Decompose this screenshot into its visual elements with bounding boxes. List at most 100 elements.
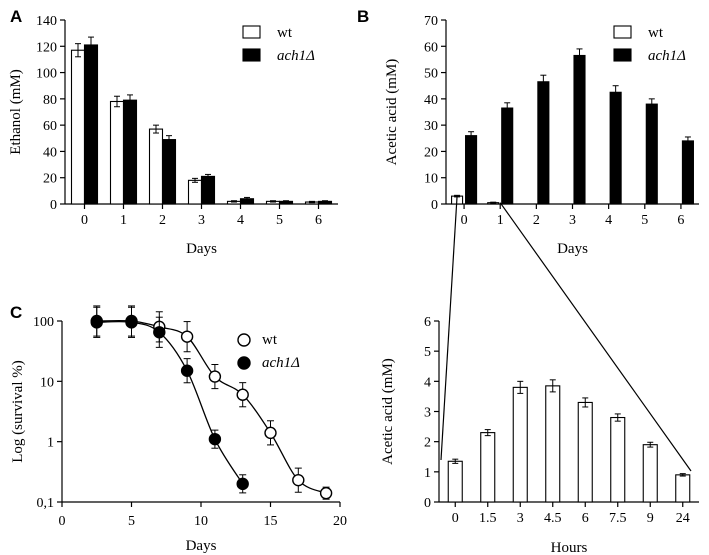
y-tick-label: 30 xyxy=(424,119,438,134)
x-tick-label: 15 xyxy=(264,514,278,529)
x-tick-label: 0 xyxy=(452,511,459,526)
legend-label-ach1Δ: ach1Δ xyxy=(277,48,315,64)
bar-wt-1 xyxy=(109,100,125,205)
y-tick-label: 20 xyxy=(424,145,438,160)
x-tick-label: 5 xyxy=(276,213,283,228)
chart-B: 0 10 20 30 40 50 60 70 0 1 2 3 4 5 6 Days Acetic acid (m… xyxy=(384,14,699,257)
y-tick-label: 0 xyxy=(424,496,431,511)
bar-ach1Δ-1 xyxy=(122,99,138,205)
x-axis-label: Days xyxy=(186,538,217,554)
bar-wt-24 xyxy=(675,474,691,503)
y-tick-label: 4 xyxy=(424,375,431,390)
point-wt-19 xyxy=(319,486,333,500)
y-tick-label: 140 xyxy=(36,14,57,29)
legend-label-ach1Δ: ach1Δ xyxy=(648,48,686,64)
y-tick-label: 10 xyxy=(40,375,54,390)
series-line-wt xyxy=(96,319,327,494)
bar-ach1Δ-3 xyxy=(573,54,586,205)
y-axis-label: Acetic acid (mM) xyxy=(384,59,400,166)
y-tick-label: 0 xyxy=(50,198,57,213)
bar-wt-6 xyxy=(577,401,593,503)
y-tick-label: 5 xyxy=(424,345,431,360)
bar-ach1Δ-1 xyxy=(501,107,514,205)
y-tick-label: 60 xyxy=(424,40,438,55)
x-tick-label: 1 xyxy=(497,213,504,228)
x-tick-label: 0 xyxy=(59,514,66,529)
bar-wt-3 xyxy=(512,386,528,503)
point-wt-11 xyxy=(208,370,222,383)
x-axis-label: Hours xyxy=(551,540,588,555)
legend-swatch-ach1Δ xyxy=(242,48,261,62)
zoom-connectors xyxy=(440,196,692,472)
legend-swatch-wt xyxy=(613,25,632,39)
y-tick-label: 6 xyxy=(424,315,431,330)
bar-wt-1.5 xyxy=(480,432,496,503)
y-axis-label: Acetic acid (mM) xyxy=(380,358,396,465)
x-tick-label: 7.5 xyxy=(609,511,627,526)
point-ach1Δ-2.5 xyxy=(90,316,103,329)
x-tick-label: 6 xyxy=(582,511,589,526)
bar-wt-9 xyxy=(642,444,658,503)
x-tick-label: 1 xyxy=(120,213,127,228)
y-tick-label: 0,1 xyxy=(37,496,55,511)
bar-wt-3 xyxy=(187,179,203,205)
legend-label-wt: wt xyxy=(277,25,293,41)
x-tick-label: 2 xyxy=(159,213,166,228)
point-ach1Δ-7 xyxy=(153,326,166,339)
bar-ach1Δ-2 xyxy=(161,139,177,205)
legend-swatch-wt xyxy=(242,25,261,39)
point-wt-13 xyxy=(236,388,249,401)
point-wt-9 xyxy=(180,330,194,343)
x-axis-label: Days xyxy=(186,241,217,257)
bar-ach1Δ-6 xyxy=(681,140,694,205)
bar-wt-2 xyxy=(148,128,164,205)
x-tick-label: 2 xyxy=(533,213,540,228)
point-ach1Δ-13 xyxy=(236,477,249,491)
legend-marker-ach1Δ xyxy=(237,356,251,370)
x-tick-label: 3 xyxy=(198,213,205,228)
y-tick-label: 2 xyxy=(424,436,431,451)
x-tick-label: 4 xyxy=(237,213,244,228)
series-line-ach1Δ xyxy=(96,320,244,485)
legend-label-ach1Δ: ach1Δ xyxy=(262,355,300,371)
x-tick-label: 3 xyxy=(569,213,576,228)
bar-wt-7.5 xyxy=(610,416,626,503)
x-tick-label: 4 xyxy=(605,213,612,228)
x-tick-label: 0 xyxy=(461,213,468,228)
y-tick-label: 1 xyxy=(424,466,431,481)
y-tick-label: 0 xyxy=(431,198,438,213)
y-tick-label: 40 xyxy=(424,93,438,108)
panel-label-A: A xyxy=(10,7,22,26)
x-tick-label: 4.5 xyxy=(544,511,562,526)
chart-B-inset: 0 1 2 3 4 5 6 0 1.5 3 4.5 6 7.5 9 24 Hours Acetic acid (… xyxy=(380,315,699,555)
y-tick-label: 80 xyxy=(43,93,57,108)
y-tick-label: 40 xyxy=(43,145,57,160)
x-axis-label: Days xyxy=(557,241,588,257)
x-tick-label: 6 xyxy=(315,213,322,228)
x-tick-label: 5 xyxy=(128,514,135,529)
y-tick-label: 20 xyxy=(43,172,57,187)
x-tick-label: 0 xyxy=(81,213,88,228)
y-tick-label: 50 xyxy=(424,67,438,82)
y-tick-label: 100 xyxy=(33,315,54,330)
point-wt-15 xyxy=(264,426,277,440)
bar-wt-4.5 xyxy=(545,385,561,503)
legend-label-wt: wt xyxy=(262,332,278,348)
point-wt-17 xyxy=(292,473,305,487)
bar-ach1Δ-0 xyxy=(83,44,99,205)
bar-ach1Δ-4 xyxy=(609,91,622,205)
bar-wt-0 xyxy=(70,49,86,205)
point-ach1Δ-11 xyxy=(208,432,222,446)
x-tick-label: 10 xyxy=(194,514,208,529)
x-tick-label: 6 xyxy=(677,213,684,228)
legend-label-wt: wt xyxy=(648,25,664,41)
x-tick-label: 1.5 xyxy=(479,511,497,526)
y-tick-label: 120 xyxy=(36,40,57,55)
point-ach1Δ-9 xyxy=(180,364,194,377)
bar-ach1Δ-0 xyxy=(465,135,478,205)
chart-A: 0 20 40 60 80 100 120 140 0 1 2 3 4 5 6 Days Ethanol (mM… xyxy=(8,14,338,257)
y-tick-label: 1 xyxy=(47,436,54,451)
bar-ach1Δ-2 xyxy=(537,81,550,205)
bar-ach1Δ-3 xyxy=(200,175,216,205)
panel-label-C: C xyxy=(10,303,22,322)
